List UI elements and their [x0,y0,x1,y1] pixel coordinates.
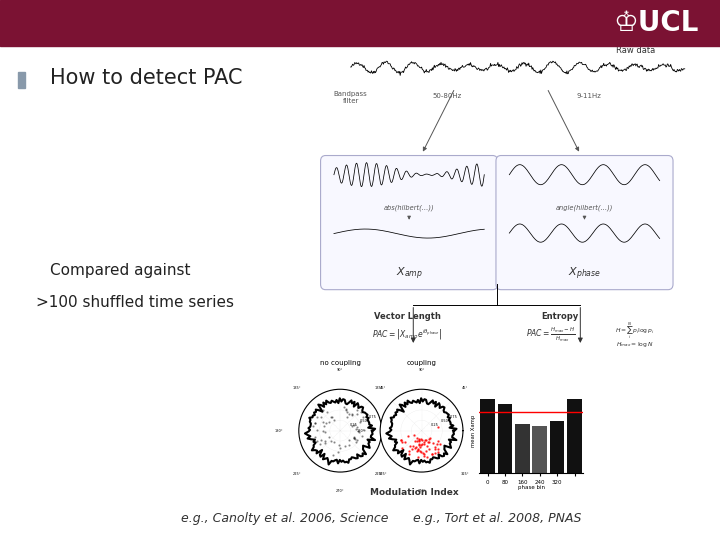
Text: $PAC=\frac{H_{max}-H}{H_{max}}$: $PAC=\frac{H_{max}-H}{H_{max}}$ [526,325,576,343]
Text: $H=\sum_i^N p_i \log p_i$: $H=\sum_i^N p_i \log p_i$ [615,321,654,341]
Text: Raw data: Raw data [616,46,655,55]
Bar [532,427,547,472]
Text: abs(hilbert(…)): abs(hilbert(…)) [384,204,434,211]
Text: phase bin: phase bin [518,485,544,490]
Text: e.g., Tort et al. 2008, PNAS: e.g., Tort et al. 2008, PNAS [413,512,581,525]
Text: $X_{amp}$: $X_{amp}$ [395,266,423,282]
FancyBboxPatch shape [320,156,498,289]
FancyBboxPatch shape [496,156,673,289]
Bar [567,399,582,472]
Bar [549,421,564,472]
Text: e.g., Canolty et al. 2006, Science: e.g., Canolty et al. 2006, Science [181,512,388,525]
Text: ♔UCL: ♔UCL [613,9,698,37]
Y-axis label: mean Xamp: mean Xamp [471,415,476,447]
Text: >100 shuffled time series: >100 shuffled time series [36,295,234,310]
Text: How to detect PAC: How to detect PAC [50,68,243,89]
Title: coupling: coupling [407,360,436,366]
Bar [480,399,495,472]
Text: $PAC=\left|X_{amp}e^{i\theta_{phase}}\right|$: $PAC=\left|X_{amp}e^{i\theta_{phase}}\ri… [372,327,442,342]
Bar [515,424,530,472]
Text: Bandpass
filter: Bandpass filter [334,91,367,104]
Text: angle(hilbert(…)): angle(hilbert(…)) [556,204,613,211]
Bar [498,404,513,472]
Text: Entropy: Entropy [541,312,578,321]
Text: $H_{max}=\log N$: $H_{max}=\log N$ [616,340,654,349]
Text: 50-80Hz: 50-80Hz [432,93,462,99]
Text: Vector Length: Vector Length [374,312,441,321]
Text: 9-11Hz: 9-11Hz [576,93,601,99]
Text: Compared against: Compared against [50,262,191,278]
Text: Modulation Index: Modulation Index [369,488,459,497]
Title: no coupling: no coupling [320,360,361,366]
Text: $X_{phase}$: $X_{phase}$ [568,266,601,282]
